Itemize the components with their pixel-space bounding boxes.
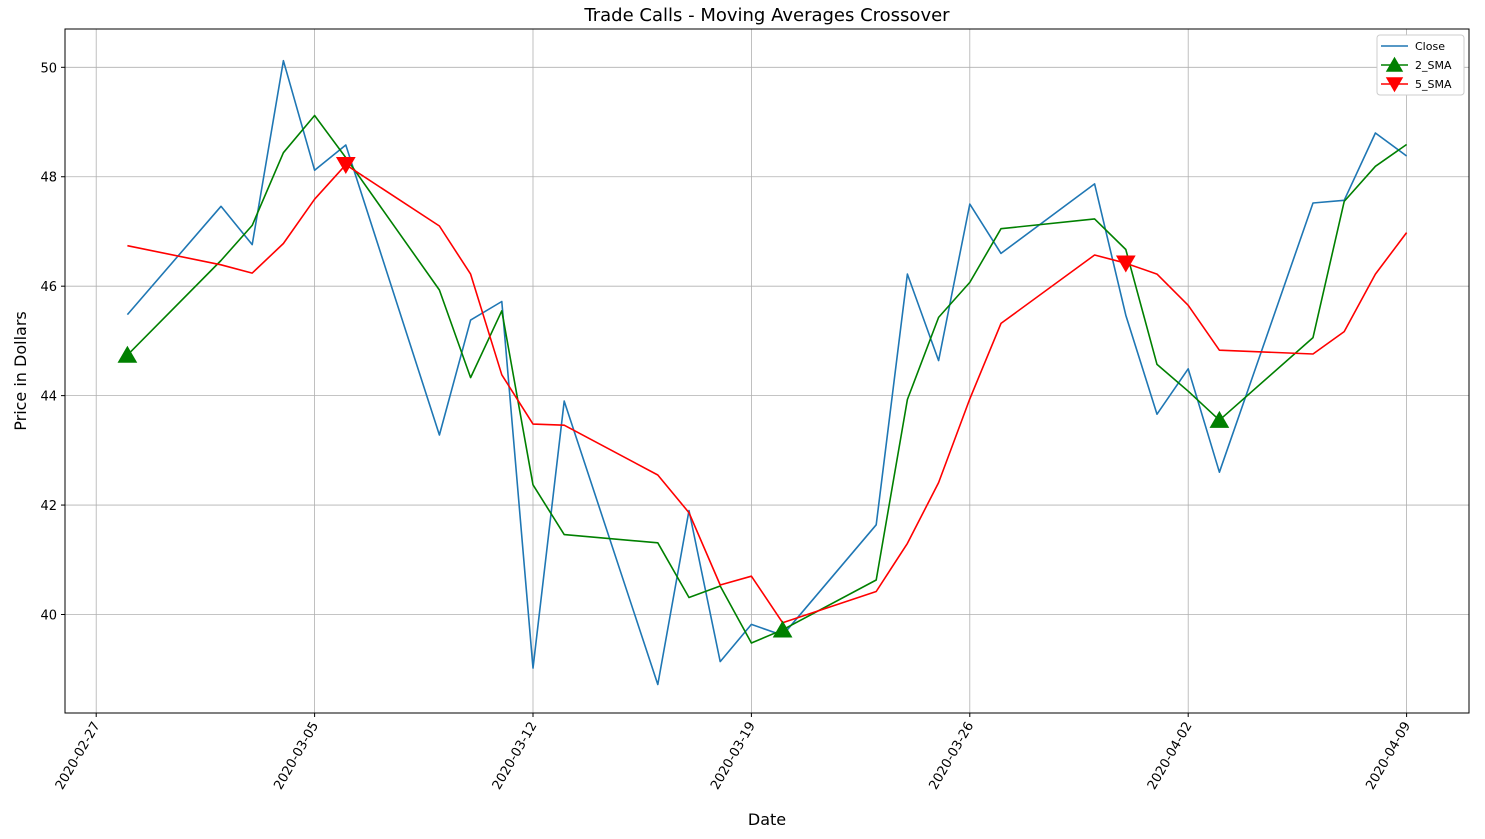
x-tick-label: 2020-03-12 [490,720,541,793]
legend-swatch-marker [1385,56,1404,72]
y-tick-label: 50 [40,61,57,76]
sell-marker [1115,255,1136,273]
x-tick-label: 2020-02-27 [53,720,104,793]
buy-marker [772,620,793,638]
y-tick-label: 40 [40,609,57,624]
series-line-5-sma [127,163,1408,624]
series-lines [126,59,1408,686]
y-axis-label: Price in Dollars [11,311,30,431]
legend-entry-close: Close [1381,40,1445,53]
legend-label: 2_SMA [1415,59,1452,72]
x-axis-ticks: 2020-02-27 2020-03-05 2020-03-12 2020-03-19… [53,713,1414,792]
legend-entry-5-sma: 5_SMA [1381,77,1452,93]
legend: Close 2_SMA 5_SMA [1376,34,1465,96]
plot-frame [64,28,1470,714]
series-line-2-sma [126,114,1408,644]
buy-marker [1209,410,1230,428]
legend-swatch-marker [1385,77,1404,93]
legend-entry-2-sma: 2_SMA [1381,56,1452,72]
y-tick-label: 48 [40,171,57,186]
x-tick-label: 2020-04-02 [1145,720,1196,793]
legend-label: Close [1415,40,1445,53]
y-tick-label: 46 [40,280,57,295]
y-axis-ticks: 40 42 44 46 48 50 [40,61,65,624]
sell-marker [335,157,356,175]
series-line-close [126,59,1408,686]
buy-marker [117,345,138,363]
x-axis-label: Date [748,810,786,829]
grid [65,29,1469,713]
y-tick-label: 42 [40,499,57,514]
y-tick-label: 44 [40,390,57,405]
x-tick-label: 2020-03-26 [926,720,977,793]
signal-markers [117,157,1230,638]
x-tick-label: 2020-03-05 [271,720,322,793]
x-tick-label: 2020-03-19 [708,720,759,793]
x-tick-label: 2020-04-09 [1363,720,1414,793]
chart-title: Trade Calls - Moving Averages Crossover [583,5,950,26]
legend-label: 5_SMA [1415,78,1452,91]
